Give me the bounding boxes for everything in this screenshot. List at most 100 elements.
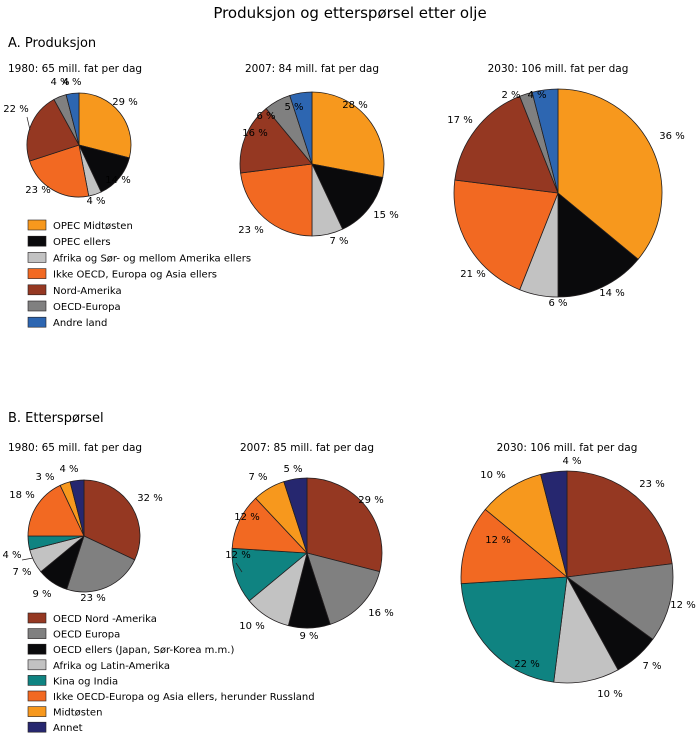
pie-slice-ikke-oecd-europa-og-asia-ellers [453,179,559,291]
legend-label: OECD-Europa [53,302,121,313]
pie-slice-ikke-oecd-europa-og-asia-ellers-herunder-russland [460,508,569,585]
slice-label: 4 % [2,550,21,561]
legend-label: Midtøsten [53,708,102,719]
legend-label: Kina og India [53,676,118,687]
slice-label: 7 % [248,472,267,483]
legend-swatch [27,612,47,624]
legend-swatch [27,268,47,279]
legend-label: Nord-Amerika [53,286,122,297]
pie-slice-oecd-europa [66,535,136,593]
slice-label: 14 % [105,175,130,186]
slice-label: 23 % [238,225,263,236]
slice-label: 12 % [670,600,695,611]
slice-label: 22 % [3,104,28,115]
pie-slice-andre-land [65,92,80,146]
legend-swatch [27,628,47,639]
legend-swatch [27,252,47,263]
pie-slice-opec-midtøsten [557,88,663,260]
legend-swatch [27,706,47,717]
pie-slice-ikke-oecd-europa-og-asia-ellers [29,144,90,198]
slice-label: 29 % [112,97,137,108]
legend-swatch [27,219,47,231]
section-heading-produksjon: A. Produksjon [8,36,96,51]
legend-label: OECD Nord -Amerika [53,614,157,625]
legend-swatch [27,721,47,733]
slice-label: 21 % [460,269,485,280]
legend-swatch [27,316,47,328]
slice-label: 10 % [597,689,622,700]
legend-swatch [27,690,47,702]
slice-label: 4 % [62,77,81,88]
pie-slice-nord-amerika [239,107,313,174]
legend-label: Ikke OECD-Europa og Asia ellers, herunde… [53,692,315,703]
legend-swatch [27,300,47,312]
slice-label: 23 % [25,185,50,196]
pie-slice-opec-ellers [311,163,384,230]
slice-label: 10 % [239,621,264,632]
pie-slice-andre-land [289,91,313,165]
legend-label: Afrika og Sør- og mellom Amerika ellers [53,253,251,264]
slice-label: 2 % [501,90,520,101]
pie-slice-nord-amerika [26,98,80,162]
slice-label: 15 % [373,210,398,221]
legend-label: Afrika og Latin-Amerika [53,661,170,672]
legend-swatch [27,284,47,296]
slice-label: 7 % [12,567,31,578]
legend-swatch [27,643,47,655]
slice-label: 12 % [234,512,259,523]
pie-slice-oecd-europa [306,552,381,625]
pie-slice-opec-ellers [557,192,639,298]
legend-label: Andre land [53,318,107,329]
slice-label: 7 % [642,661,661,672]
legend-label: OPEC ellers [53,237,111,248]
slice-label: 14 % [599,288,624,299]
slice-label: 16 % [242,128,267,139]
slice-label: 32 % [137,493,162,504]
slice-label: 4 % [527,90,546,101]
legend-label: OECD Europa [53,630,120,641]
slice-label: 5 % [283,464,302,475]
slice-label: 9 % [299,631,318,642]
leader-line [26,116,31,131]
slice-label: 4 % [50,77,69,88]
slice-label: 6 % [256,111,275,122]
legend-label: OPEC Midtøsten [53,221,133,232]
pie-slice-oecd-europa [565,563,674,640]
slice-label: 4 % [562,456,581,467]
legend-label: OECD ellers (Japan, Sør-Korea m.m.) [53,645,234,656]
pie-subtitle: 2007: 84 mill. fat per dag [245,63,379,75]
pie-slice-andre-land [531,88,559,194]
slice-label: 18 % [9,490,34,501]
legend-swatch [27,675,47,686]
pie-slice-oecd-nord-amerika [306,477,383,573]
slice-label: 6 % [548,298,567,309]
legend-swatch [27,659,47,671]
pie-slice-oecd-nord-amerika [566,470,673,578]
pie-slice-ikke-oecd-europa-og-asia-ellers [240,163,313,237]
pie-slice-kina-og-india [460,576,568,683]
pie-slice-opec-midtøsten [311,91,385,178]
pie-subtitle: 1980: 65 mill. fat per dag [8,442,142,454]
legends: OPEC Midtøsten OPEC ellers Afrika og Sør- … [27,219,315,734]
pie-slice-nord-amerika [454,95,559,194]
leader-line [235,562,243,573]
legend-label: Ikke OECD, Europa og Asia ellers [53,270,217,281]
slice-label: 16 % [368,608,393,619]
chart-title: Produksjon og etterspørsel etter olje [213,4,486,22]
slice-label: 7 % [329,236,348,247]
pie-subtitle: 2030: 106 mill. fat per dag [497,442,638,454]
pie-slice-ikke-oecd-europa-og-asia-ellers-herunder-russland [27,484,85,537]
section-heading-ettersporsel: B. Etterspørsel [8,411,104,426]
legend-label: Annet [53,723,83,734]
slice-label: 3 % [35,472,54,483]
slice-label: 12 % [225,550,250,561]
slice-label: 23 % [80,593,105,604]
slice-label: 10 % [480,470,505,481]
slice-label: 4 % [86,196,105,207]
leader-line [21,557,34,561]
pie-slice-annet [69,479,85,537]
pie-slice-oecd-nord-amerika [83,479,141,561]
slice-label: 29 % [358,495,383,506]
slice-label: 9 % [32,589,51,600]
